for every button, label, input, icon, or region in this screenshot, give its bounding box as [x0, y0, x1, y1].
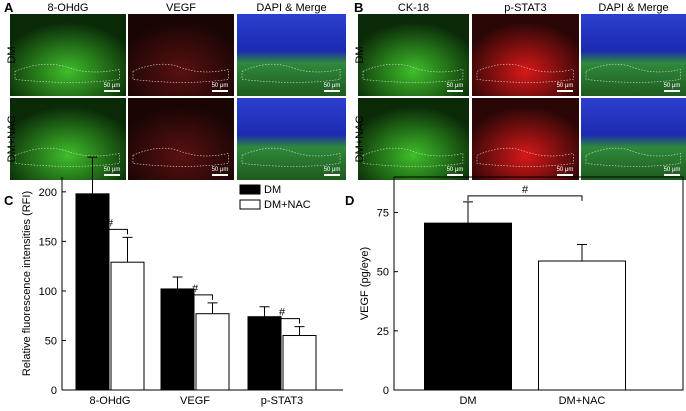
- legend-swatch: [239, 184, 261, 195]
- scale-bar-label: 50 μm: [557, 167, 574, 173]
- significance-bracket: [177, 294, 213, 300]
- y-tick-label: 0: [383, 385, 389, 397]
- micrograph: [128, 98, 234, 180]
- tissue-outline: [14, 63, 120, 83]
- legend-swatch: [239, 199, 261, 210]
- tissue-outline: [132, 147, 229, 167]
- significance-mark: #: [107, 217, 114, 229]
- bar: [247, 316, 282, 391]
- significance-mark: #: [522, 184, 529, 196]
- bar: [282, 335, 317, 391]
- bar: [195, 313, 230, 391]
- x-tick-label: VEGF: [180, 395, 210, 407]
- scale-bar-label: 50 μm: [447, 83, 464, 89]
- micrograph: [237, 14, 346, 96]
- y-tick-label: 150: [39, 236, 57, 248]
- significance-bracket: [467, 195, 583, 201]
- panel-label: C: [4, 193, 14, 208]
- column-label: DAPI & Merge: [256, 2, 326, 14]
- tissue-outline: [132, 63, 229, 83]
- panel-label: B: [354, 0, 363, 15]
- tissue-outline: [476, 147, 574, 167]
- error-bar: [259, 306, 270, 317]
- tissue-outline: [362, 147, 464, 167]
- error-bar: [87, 156, 98, 194]
- panel-label: A: [4, 0, 14, 15]
- micrograph: [128, 14, 234, 96]
- y-tick-label: 50: [377, 267, 389, 279]
- scale-bar-label: 50 μm: [324, 167, 341, 173]
- tissue-outline: [362, 63, 464, 83]
- column-label: CK-18: [398, 2, 429, 14]
- legend-label: DM: [264, 184, 281, 196]
- error-bar: [463, 201, 473, 224]
- y-tick-label: 25: [377, 326, 389, 338]
- row-label: DM: [6, 46, 18, 63]
- scale-bar-label: 50 μm: [664, 167, 681, 173]
- scale-bar-label: 50 μm: [212, 83, 229, 89]
- scale-bar-label: 50 μm: [324, 83, 341, 89]
- x-tick-label: p-STAT3: [261, 395, 303, 407]
- row-label: DM+NAC: [354, 116, 366, 163]
- tissue-outline: [14, 147, 120, 167]
- error-bar: [207, 302, 218, 314]
- micrograph: [237, 98, 346, 180]
- significance-mark: #: [192, 283, 199, 295]
- micrograph: [10, 14, 126, 96]
- scale-bar-label: 50 μm: [104, 167, 121, 173]
- error-bar: [172, 276, 183, 289]
- bar: [160, 288, 195, 391]
- scale-bar-label: 50 μm: [664, 83, 681, 89]
- bar: [75, 193, 110, 391]
- y-tick-label: 75: [377, 208, 389, 220]
- tissue-outline: [241, 63, 341, 83]
- error-bar: [294, 326, 305, 336]
- y-tick-label: 100: [39, 286, 57, 298]
- x-tick-label: 8-OHdG: [90, 395, 131, 407]
- column-label: p-STAT3: [504, 2, 546, 14]
- scale-bar-label: 50 μm: [212, 167, 229, 173]
- micrograph: [10, 98, 126, 180]
- bar: [538, 260, 626, 391]
- column-label: VEGF: [166, 2, 196, 14]
- significance-bracket: [92, 228, 128, 235]
- panel-label: D: [345, 193, 354, 208]
- tissue-outline: [476, 63, 574, 83]
- y-tick-label: 50: [45, 335, 57, 347]
- row-label: DM: [354, 46, 366, 63]
- y-tick-label: 0: [51, 385, 57, 397]
- y-tick-label: 200: [39, 187, 57, 199]
- column-label: DAPI & Merge: [598, 2, 668, 14]
- tissue-outline: [241, 147, 341, 167]
- y-axis-label: Relative fluorescence intensities (RFI): [21, 191, 33, 376]
- micrograph: [358, 14, 469, 96]
- legend-label: DM+NAC: [264, 199, 311, 211]
- error-bar: [122, 236, 133, 263]
- scale-bar-label: 50 μm: [557, 83, 574, 89]
- row-label: DM+NAC: [6, 116, 18, 163]
- scale-bar-label: 50 μm: [447, 167, 464, 173]
- scale-bar-label: 50 μm: [104, 83, 121, 89]
- significance-mark: #: [279, 307, 286, 319]
- significance-bracket: [264, 318, 300, 324]
- x-tick-label: DM: [459, 395, 476, 407]
- y-axis-label: VEGF (pg/eye): [359, 247, 371, 320]
- micrograph: [358, 98, 469, 180]
- column-label: 8-OHdG: [48, 2, 89, 14]
- bar: [110, 261, 145, 391]
- bar: [424, 222, 512, 391]
- error-bar: [577, 243, 587, 262]
- x-tick-label: DM+NAC: [559, 395, 606, 407]
